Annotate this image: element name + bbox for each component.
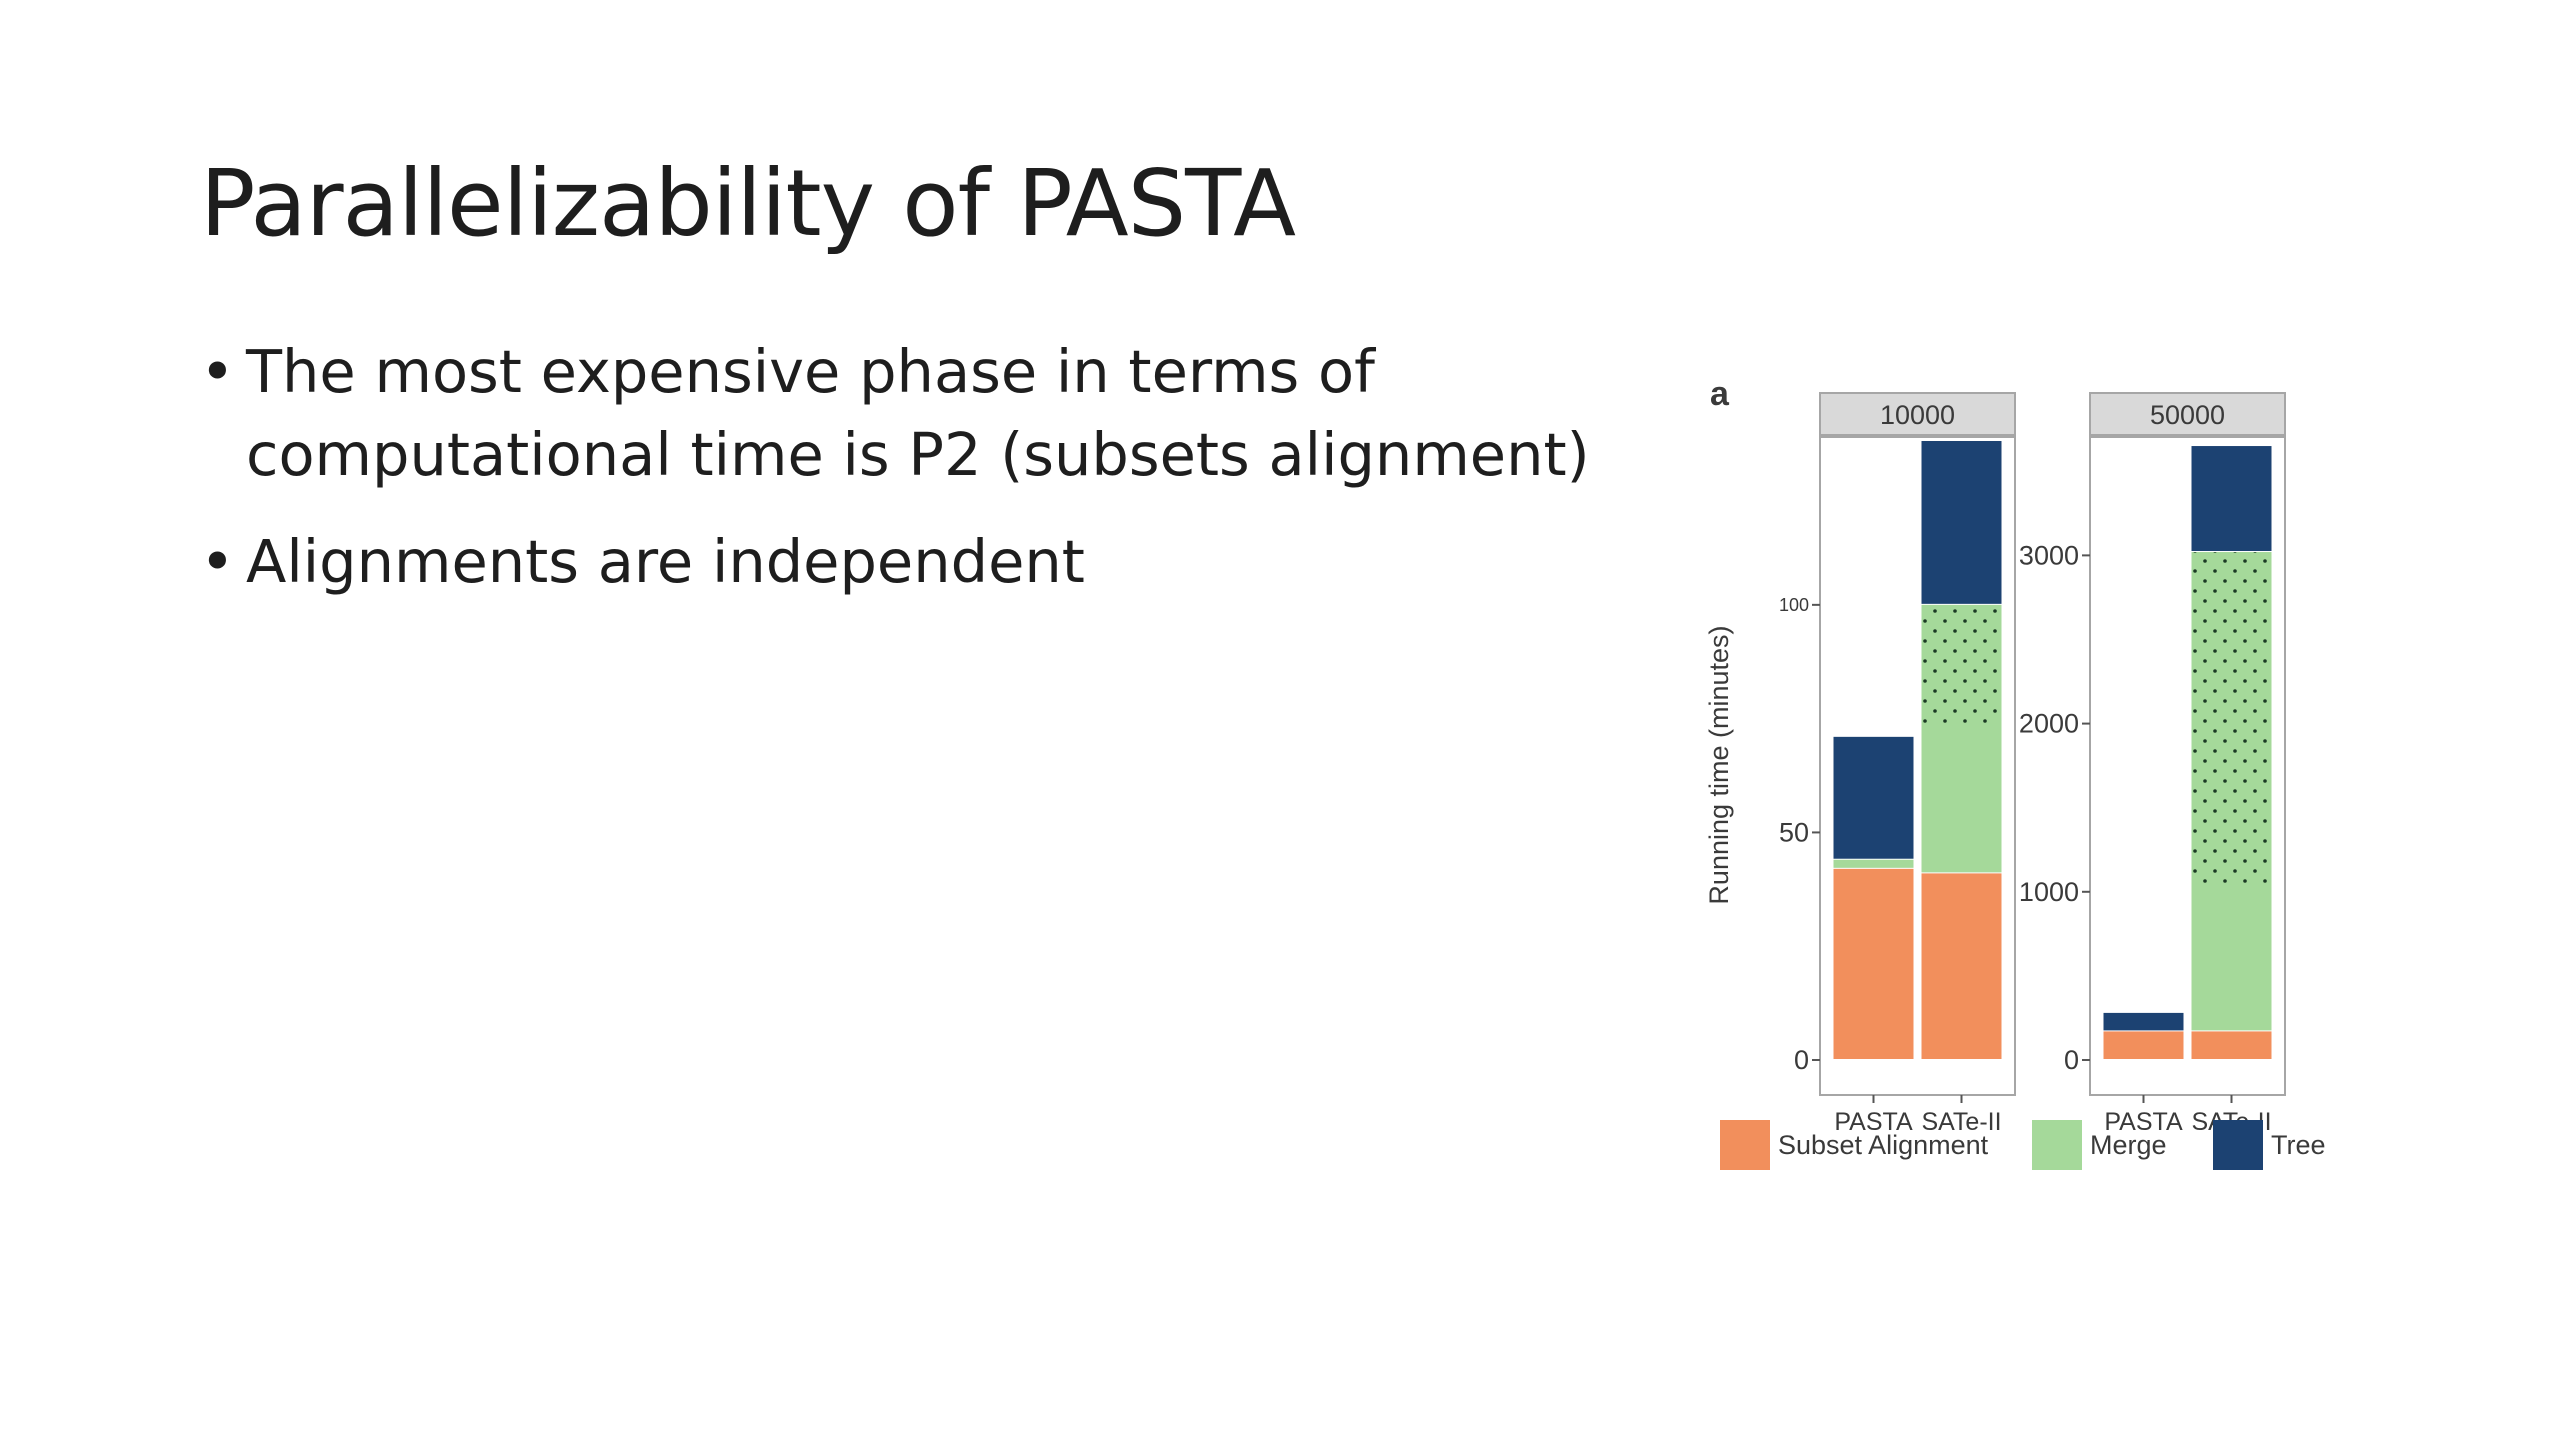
bar-segment-subset-alignment	[2191, 1031, 2272, 1059]
y-tick-label: 50	[1779, 817, 1809, 847]
bar-segment-tree	[2103, 1012, 2184, 1031]
bullet-dot: •	[200, 337, 235, 406]
facet-title: 10000	[1880, 400, 1955, 430]
panel-label: a	[1710, 375, 1730, 413]
bar-segment-subset-alignment	[1921, 873, 2002, 1059]
merge-texture	[2191, 552, 2272, 888]
x-tick-label: SATe-II	[1921, 1108, 2001, 1136]
legend-label: Merge	[2090, 1130, 2167, 1160]
legend-swatch	[2032, 1120, 2082, 1170]
bullet-list: • The most expensive phase in terms of co…	[196, 330, 1666, 627]
bar-segment-tree	[2191, 446, 2272, 552]
facet-strip	[1819, 392, 2016, 436]
y-tick-label: 100	[1779, 595, 1809, 615]
running-time-figure: a Running time (minutes) 10000 0 50 100 PASTA S…	[1680, 355, 2340, 1195]
x-tick-label: PASTA	[2104, 1108, 2183, 1136]
bar-segment-tree	[1921, 441, 2002, 604]
y-tick-label: 0	[2064, 1045, 2079, 1075]
facet-strip	[2089, 392, 2286, 436]
bar-segment-subset-alignment	[2103, 1031, 2184, 1059]
y-tick-label: 0	[1794, 1045, 1809, 1075]
bar-segment-subset-alignment	[1833, 868, 1914, 1059]
y-tick-label: 3000	[2019, 540, 2079, 570]
y-tick-label: 2000	[2019, 709, 2079, 739]
legend-label: Tree	[2271, 1130, 2326, 1160]
legend-swatch	[1720, 1120, 1770, 1170]
legend-swatch	[2213, 1120, 2263, 1170]
bar-segment-tree	[1833, 736, 1914, 859]
x-tick-label: PASTA	[1834, 1108, 1913, 1136]
facet-title: 50000	[2150, 400, 2225, 430]
y-axis-title: Running time (minutes)	[1704, 625, 1734, 904]
y-tick-label: 1000	[2019, 877, 2079, 907]
bar-segment-merge	[1833, 859, 1914, 868]
bullet-text: The most expensive phase in terms of com…	[246, 337, 1590, 489]
bullet-item: • Alignments are independent	[196, 520, 1666, 603]
merge-texture	[1921, 604, 2002, 726]
bullet-text: Alignments are independent	[246, 527, 1085, 596]
slide-title: Parallelizability of PASTA	[200, 150, 1296, 257]
legend-label: Subset Alignment	[1778, 1130, 1989, 1160]
bullet-item: • The most expensive phase in terms of co…	[196, 330, 1666, 496]
bullet-dot: •	[200, 527, 235, 596]
